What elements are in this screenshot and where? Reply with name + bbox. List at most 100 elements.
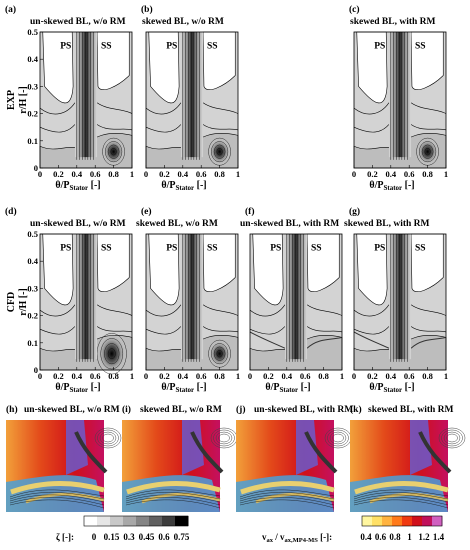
vax-tick-label: 1.2 bbox=[418, 532, 430, 542]
y-tick-label: 0.2 bbox=[27, 109, 38, 119]
streamline bbox=[125, 494, 221, 503]
x-tick-label: 1 bbox=[236, 169, 240, 179]
zeta-tick-label: 0.75 bbox=[174, 532, 190, 542]
ss-label: SS bbox=[207, 41, 218, 51]
contour-line bbox=[145, 304, 182, 317]
x-tick-label: 0.8 bbox=[318, 371, 329, 381]
zeta-color-swatch bbox=[162, 516, 176, 526]
x-axis-label: θ/PStator [-] bbox=[265, 382, 310, 394]
x-tick-label: 0.8 bbox=[422, 371, 433, 381]
x-tick-label: 0.4 bbox=[385, 169, 396, 179]
contour-panel: 0 0.2 0.4 0.6 0.8 1 PS SS θ/PStator [-] bbox=[144, 233, 240, 394]
streamline bbox=[353, 494, 449, 503]
wake-band bbox=[180, 234, 204, 360]
loss-contour bbox=[419, 141, 437, 163]
surface-flow-panel bbox=[350, 420, 466, 512]
loss-contour bbox=[216, 350, 223, 358]
ps-region bbox=[252, 233, 284, 306]
contour-line bbox=[39, 102, 76, 115]
y-tick-label: 0 bbox=[34, 163, 38, 173]
panel-title: skewed BL, w/o RM bbox=[142, 17, 224, 27]
y-tick-label: 0.5 bbox=[27, 27, 38, 37]
row-surface-flow: (h) un-skewed BL, w/o RM (i) skewed BL, w/o… bbox=[6, 404, 466, 512]
x-axis-label: θ/PStator [-] bbox=[55, 382, 100, 394]
vax-tick-label: 0.8 bbox=[389, 532, 401, 542]
vortex-tube bbox=[369, 492, 449, 504]
contour-panel: 0 0.2 0.4 0.6 0.8 1 PS SS θ/PStator [-] bbox=[144, 31, 240, 192]
plot-frame bbox=[39, 233, 133, 371]
ps-region bbox=[42, 233, 74, 306]
loss-contour bbox=[213, 144, 226, 159]
x-tick-label: 0.2 bbox=[159, 371, 170, 381]
x-axis-label: θ/PStator [-] bbox=[55, 180, 100, 192]
contour-line bbox=[410, 304, 447, 316]
panel-letter: (j) bbox=[236, 404, 246, 415]
y-tick-label: 0.4 bbox=[27, 256, 38, 266]
loss-core bbox=[102, 138, 125, 166]
y-axis-label: r/H [-] bbox=[18, 86, 29, 114]
contour-line bbox=[410, 102, 447, 114]
panel-title: skewed BL, with RM bbox=[350, 17, 436, 27]
streamline bbox=[239, 494, 335, 503]
wake-tube bbox=[418, 431, 452, 474]
ps-region bbox=[42, 31, 74, 104]
contour-line bbox=[202, 304, 239, 316]
contour-ring bbox=[332, 433, 344, 443]
x-tick-label: 1 bbox=[130, 371, 134, 381]
x-tick-label: 0.6 bbox=[404, 169, 415, 179]
contour-ring bbox=[218, 433, 230, 443]
contour-line bbox=[145, 102, 182, 115]
x-tick-label: 0.8 bbox=[214, 371, 225, 381]
contour-line bbox=[39, 124, 76, 133]
vax-tick-label: 0.4 bbox=[360, 532, 372, 542]
streamline bbox=[125, 497, 221, 506]
contour-line bbox=[410, 326, 447, 333]
ss-label: SS bbox=[101, 41, 112, 51]
streamline bbox=[353, 497, 449, 506]
x-tick-label: 0.2 bbox=[367, 371, 378, 381]
panel-letter: (d) bbox=[5, 206, 17, 217]
streamline bbox=[9, 494, 105, 503]
wake-band bbox=[388, 234, 412, 360]
x-tick-label: 0 bbox=[38, 169, 42, 179]
x-tick-label: 0 bbox=[248, 371, 252, 381]
panel-title: un-skewed BL, with RM bbox=[240, 219, 339, 229]
wake-tube bbox=[190, 431, 224, 474]
contour-ring bbox=[99, 431, 117, 445]
zeta-color-swatch bbox=[84, 516, 98, 526]
x-tick-label: 0.2 bbox=[53, 371, 64, 381]
panel-letter: (h) bbox=[6, 404, 18, 415]
vax-colorbar-frame bbox=[361, 515, 443, 527]
plot-frame bbox=[39, 31, 133, 169]
ps-label: PS bbox=[270, 243, 281, 253]
ps-region bbox=[356, 233, 388, 306]
zeta-tick-label: 0.3 bbox=[123, 532, 135, 542]
y-axis-label: r/H [-] bbox=[18, 288, 29, 316]
y-tick-label: 0.4 bbox=[27, 54, 38, 64]
contour-ring bbox=[97, 429, 119, 447]
panel-letter: (i) bbox=[122, 404, 131, 415]
contour-ring bbox=[329, 431, 347, 445]
streamline bbox=[353, 499, 449, 509]
ss-label: SS bbox=[101, 243, 112, 253]
panel-title: skewed BL, w/o RM bbox=[136, 219, 218, 229]
row-cfd: (d) un-skewed BL, w/o RM 0 0.2 0.4 0.6 0.8 1 0.5… bbox=[5, 206, 448, 394]
contour-ring bbox=[215, 431, 233, 445]
vortex-tube bbox=[10, 481, 105, 495]
panel-title: skewed BL, w/o RM bbox=[140, 405, 222, 415]
ss-region bbox=[96, 233, 130, 292]
ss-region bbox=[410, 31, 444, 90]
x-tick-label: 0.6 bbox=[300, 371, 311, 381]
row-exp: (a) un-skewed BL, w/o RM 0 0.2 0.4 0.6 0.8 1 0.5… bbox=[5, 4, 448, 192]
y-tick-label: 0.5 bbox=[27, 229, 38, 239]
contour-ring bbox=[102, 433, 114, 443]
streamline bbox=[9, 492, 105, 500]
wake-band bbox=[388, 32, 412, 158]
x-tick-label: 0.6 bbox=[404, 371, 415, 381]
surface-flow-panel bbox=[122, 420, 238, 512]
contour-line bbox=[39, 326, 76, 335]
vax-color-swatch bbox=[362, 516, 373, 526]
loss-contour bbox=[424, 148, 431, 156]
zeta-colorbar-frame bbox=[83, 515, 189, 527]
contour-line bbox=[96, 102, 133, 114]
